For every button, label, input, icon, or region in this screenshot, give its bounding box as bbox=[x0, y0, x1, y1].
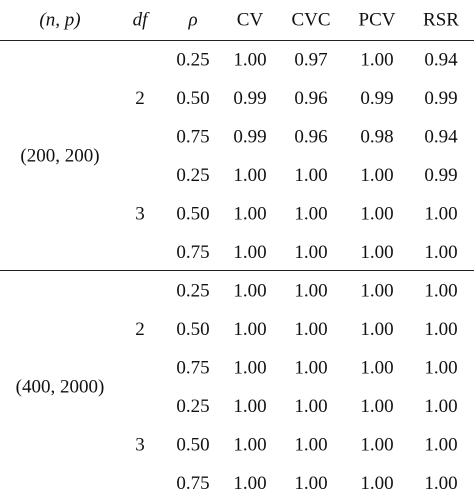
column-header: CV bbox=[237, 9, 264, 30]
df-label: 2 bbox=[135, 88, 145, 109]
value-cell: 1.00 bbox=[294, 473, 327, 494]
value-cell: 0.99 bbox=[424, 88, 457, 109]
value-cell: 1.00 bbox=[233, 434, 266, 455]
value-cell: 0.94 bbox=[424, 126, 458, 147]
value-cell: 1.00 bbox=[294, 319, 327, 340]
value-cell: 1.00 bbox=[233, 280, 266, 301]
df-label: 2 bbox=[135, 319, 145, 340]
value-cell: 1.00 bbox=[233, 242, 266, 263]
value-cell: 0.96 bbox=[294, 88, 327, 109]
value-cell: 1.00 bbox=[424, 473, 457, 494]
rho-cell: 0.25 bbox=[176, 396, 209, 417]
value-cell: 1.00 bbox=[360, 165, 393, 186]
value-cell: 1.00 bbox=[424, 319, 457, 340]
value-cell: 1.00 bbox=[424, 434, 457, 455]
value-cell: 1.00 bbox=[233, 319, 266, 340]
value-cell: 1.00 bbox=[233, 473, 266, 494]
column-header: ρ bbox=[187, 9, 197, 30]
rho-cell: 0.50 bbox=[176, 319, 209, 340]
value-cell: 1.00 bbox=[424, 280, 457, 301]
value-cell: 1.00 bbox=[233, 203, 266, 224]
df-label: 3 bbox=[135, 434, 145, 455]
column-header: PCV bbox=[359, 9, 396, 30]
rho-cell: 0.25 bbox=[176, 165, 209, 186]
value-cell: 1.00 bbox=[233, 165, 266, 186]
df-label: 3 bbox=[135, 203, 145, 224]
value-cell: 1.00 bbox=[294, 165, 327, 186]
value-cell: 0.99 bbox=[233, 88, 266, 109]
value-cell: 0.98 bbox=[360, 126, 393, 147]
value-cell: 1.00 bbox=[294, 434, 327, 455]
rho-cell: 0.75 bbox=[176, 473, 209, 494]
value-cell: 1.00 bbox=[360, 434, 393, 455]
rho-cell: 0.75 bbox=[176, 357, 209, 378]
value-cell: 1.00 bbox=[424, 203, 457, 224]
value-cell: 1.00 bbox=[360, 473, 393, 494]
rho-cell: 0.50 bbox=[176, 203, 209, 224]
value-cell: 0.99 bbox=[233, 126, 266, 147]
column-header: df bbox=[133, 9, 151, 30]
value-cell: 1.00 bbox=[360, 203, 393, 224]
value-cell: 1.00 bbox=[360, 319, 393, 340]
value-cell: 1.00 bbox=[233, 357, 266, 378]
rho-cell: 0.25 bbox=[176, 280, 209, 301]
value-cell: 1.00 bbox=[424, 357, 457, 378]
value-cell: 0.94 bbox=[424, 49, 458, 70]
rho-cell: 0.50 bbox=[176, 88, 209, 109]
rho-cell: 0.75 bbox=[176, 126, 209, 147]
value-cell: 1.00 bbox=[360, 357, 393, 378]
value-cell: 0.96 bbox=[294, 126, 327, 147]
rho-cell: 0.50 bbox=[176, 434, 209, 455]
value-cell: 1.00 bbox=[424, 242, 457, 263]
value-cell: 1.00 bbox=[294, 203, 327, 224]
value-cell: 0.97 bbox=[294, 49, 327, 70]
rho-cell: 0.75 bbox=[176, 242, 209, 263]
value-cell: 1.00 bbox=[233, 396, 266, 417]
value-cell: 1.00 bbox=[424, 396, 457, 417]
rho-cell: 0.25 bbox=[176, 49, 209, 70]
value-cell: 1.00 bbox=[360, 396, 393, 417]
group-label: (200, 200) bbox=[20, 146, 99, 167]
value-cell: 1.00 bbox=[294, 280, 327, 301]
value-cell: 0.99 bbox=[424, 165, 457, 186]
group-label: (400, 2000) bbox=[16, 377, 105, 398]
column-header: CVC bbox=[291, 9, 330, 30]
value-cell: 1.00 bbox=[294, 396, 327, 417]
value-cell: 1.00 bbox=[233, 49, 266, 70]
value-cell: 0.99 bbox=[360, 88, 393, 109]
value-cell: 1.00 bbox=[360, 242, 393, 263]
value-cell: 1.00 bbox=[360, 280, 393, 301]
column-header: RSR bbox=[423, 9, 459, 30]
column-header: (n, p) bbox=[39, 9, 80, 30]
value-cell: 1.00 bbox=[294, 242, 327, 263]
value-cell: 1.00 bbox=[294, 357, 327, 378]
value-cell: 1.00 bbox=[360, 49, 393, 70]
